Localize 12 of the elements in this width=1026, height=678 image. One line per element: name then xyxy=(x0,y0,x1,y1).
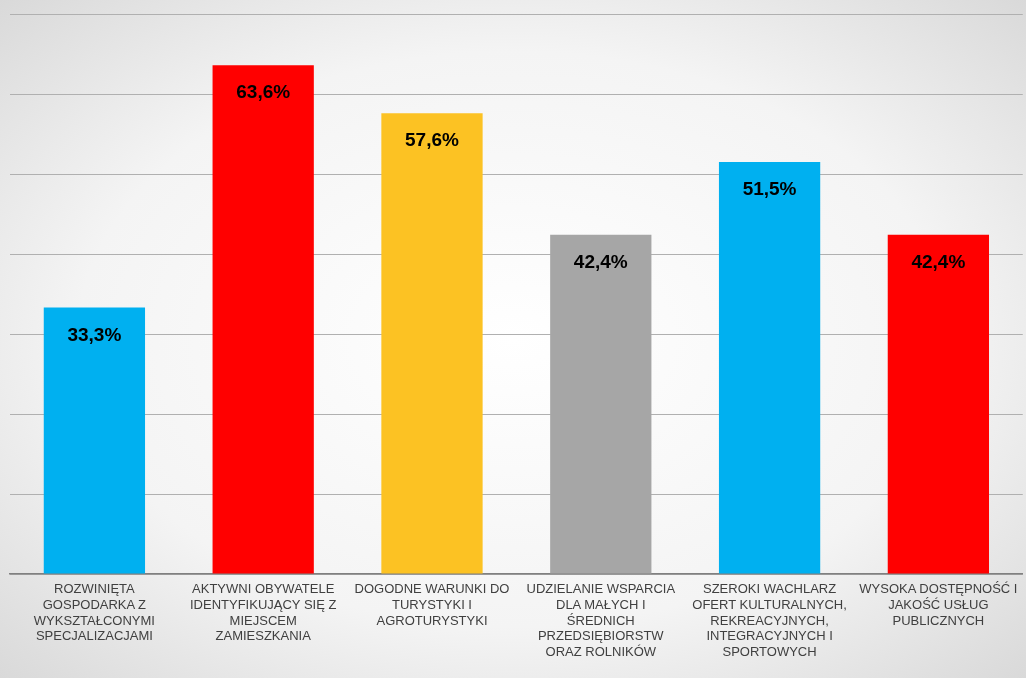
data-label: 33,3% xyxy=(67,323,122,345)
data-label: 42,4% xyxy=(573,251,628,273)
data-label: 42,4% xyxy=(911,251,966,273)
x-tick-label: DOGODNE WARUNKI DO TURYSTYKI I AGROTURYSTYKI xyxy=(354,581,510,628)
x-tick-label: UDZIELANIE WSPARCIA DLA MAŁYCH I ŚREDNICH PRZEDSIĘBIORSTW ORAZ ROLNIKÓW xyxy=(526,581,676,659)
x-tick-label: SZEROKI WACHLARZ OFERT KULTURALNYCH, REKREACYJNYCH, INTEGRACYJNYCH I SPORTOWYCH xyxy=(692,581,847,659)
x-tick-label: WYSOKA DOSTĘPNOŚĆ I JAKOŚĆ USŁUG PUBLICZNYCH xyxy=(859,581,1018,628)
x-tick-label: AKTYWNI OBYWATELE IDENTYFIKUJĄCY SIĘ Z MIEJSCEM ZAMIESZKANIA xyxy=(189,581,337,644)
x-tick-label: ROZWINIĘTA GOSPODARKA Z WYKSZTAŁCONYMI SPECJALIZACJAMI xyxy=(33,581,155,644)
data-label: 63,6% xyxy=(236,81,291,103)
data-label: 57,6% xyxy=(405,129,460,151)
data-label: 51,5% xyxy=(742,178,797,200)
